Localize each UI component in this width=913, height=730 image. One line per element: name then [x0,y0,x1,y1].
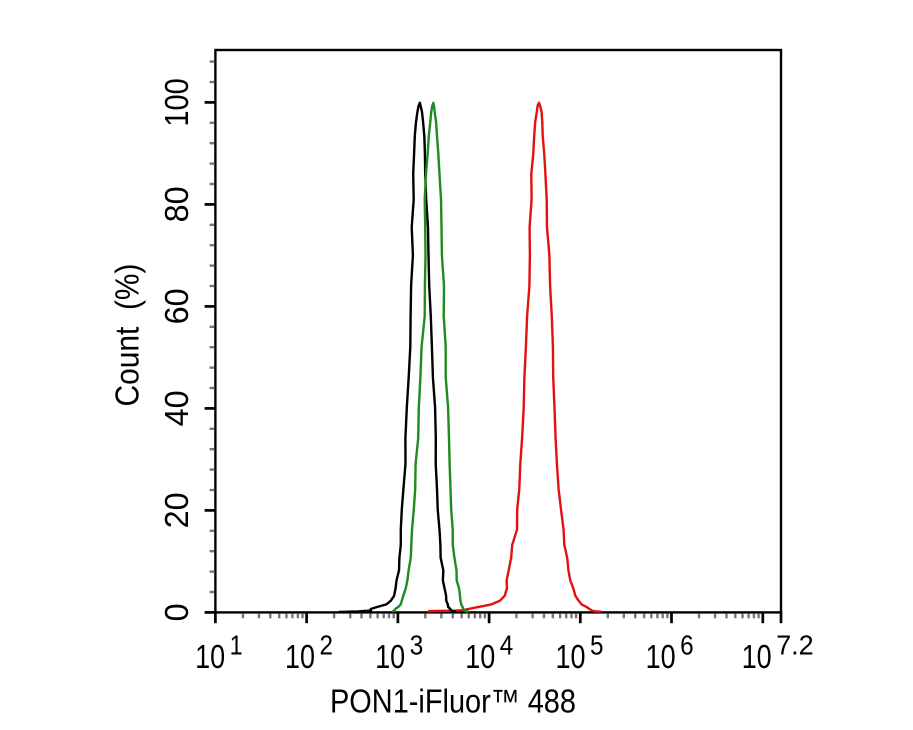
svg-text:7.2: 7.2 [776,630,814,661]
svg-text:10: 10 [646,638,676,675]
svg-text:Count (%): Count (%) [109,264,146,407]
svg-text:10: 10 [465,638,495,675]
svg-text:10: 10 [742,638,772,675]
svg-text:1: 1 [230,630,243,661]
svg-text:5: 5 [590,630,604,661]
svg-text:0: 0 [158,603,195,621]
svg-text:2: 2 [320,630,334,661]
svg-text:10: 10 [195,638,225,675]
svg-text:3: 3 [410,630,424,661]
svg-text:80: 80 [158,186,195,222]
svg-text:40: 40 [158,390,195,426]
svg-text:10: 10 [556,638,586,675]
svg-text:PON1-iFluor™ 488: PON1-iFluor™ 488 [330,683,576,720]
svg-text:60: 60 [158,288,195,324]
svg-text:10: 10 [285,638,315,675]
svg-text:6: 6 [680,630,694,661]
svg-text:100: 100 [158,78,195,127]
svg-text:20: 20 [158,492,195,528]
svg-text:10: 10 [375,638,405,675]
svg-text:4: 4 [500,630,514,661]
